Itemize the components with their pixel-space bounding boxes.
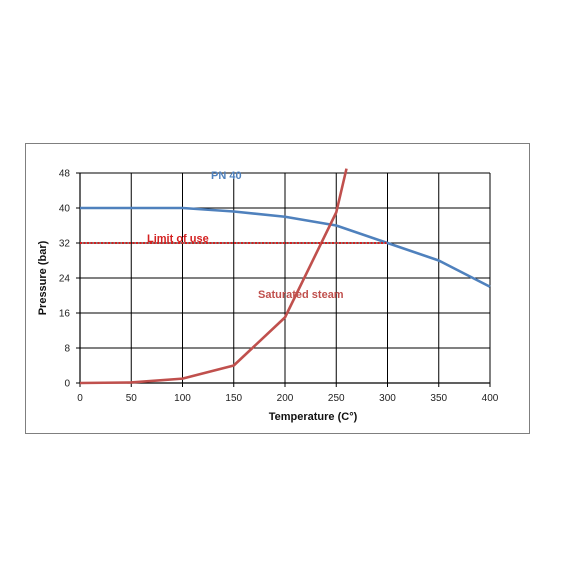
saturated-steam-series-label: Saturated steam	[258, 289, 344, 301]
y-tick-label: 16	[59, 309, 71, 320]
grid	[76, 172, 491, 387]
y-tick-label: 24	[59, 274, 71, 285]
y-axis-title: Pressure (bar)	[37, 240, 49, 315]
y-tick-label: 40	[59, 204, 71, 215]
x-tick-label: 250	[328, 393, 345, 404]
pn40-series-label: PN 40	[211, 170, 242, 182]
x-tick-label: 0	[77, 393, 83, 404]
chart-frame: 0 50 100 150 200 250 300 350 400 0 8 16 24 32 40 48 PN 4…	[25, 143, 530, 434]
y-tick-label: 0	[64, 379, 70, 390]
x-tick-label: 300	[379, 393, 396, 404]
labels: 0 50 100 150 200 250 300 350 400 0 8 16 24 32 40 48 PN 4…	[59, 169, 499, 405]
pressure-temperature-chart: 0 50 100 150 200 250 300 350 400 0 8 16 24 32 40 48 PN 4…	[37, 168, 499, 423]
x-tick-label: 50	[126, 393, 138, 404]
saturated-steam-series-line	[80, 168, 348, 385]
x-tick-label: 400	[482, 393, 499, 404]
y-tick-label: 8	[64, 344, 70, 355]
y-tick-label: 48	[59, 169, 71, 180]
x-tick-label: 200	[277, 393, 294, 404]
x-tick-label: 150	[225, 393, 242, 404]
x-axis-title: Temperature (C°)	[269, 411, 358, 423]
series	[80, 168, 491, 385]
pn40-series-line	[80, 206, 491, 288]
y-tick-label: 32	[59, 239, 71, 250]
x-tick-label: 100	[174, 393, 191, 404]
limit-of-use-series-label: Limit of use	[147, 233, 209, 245]
x-tick-label: 350	[430, 393, 447, 404]
